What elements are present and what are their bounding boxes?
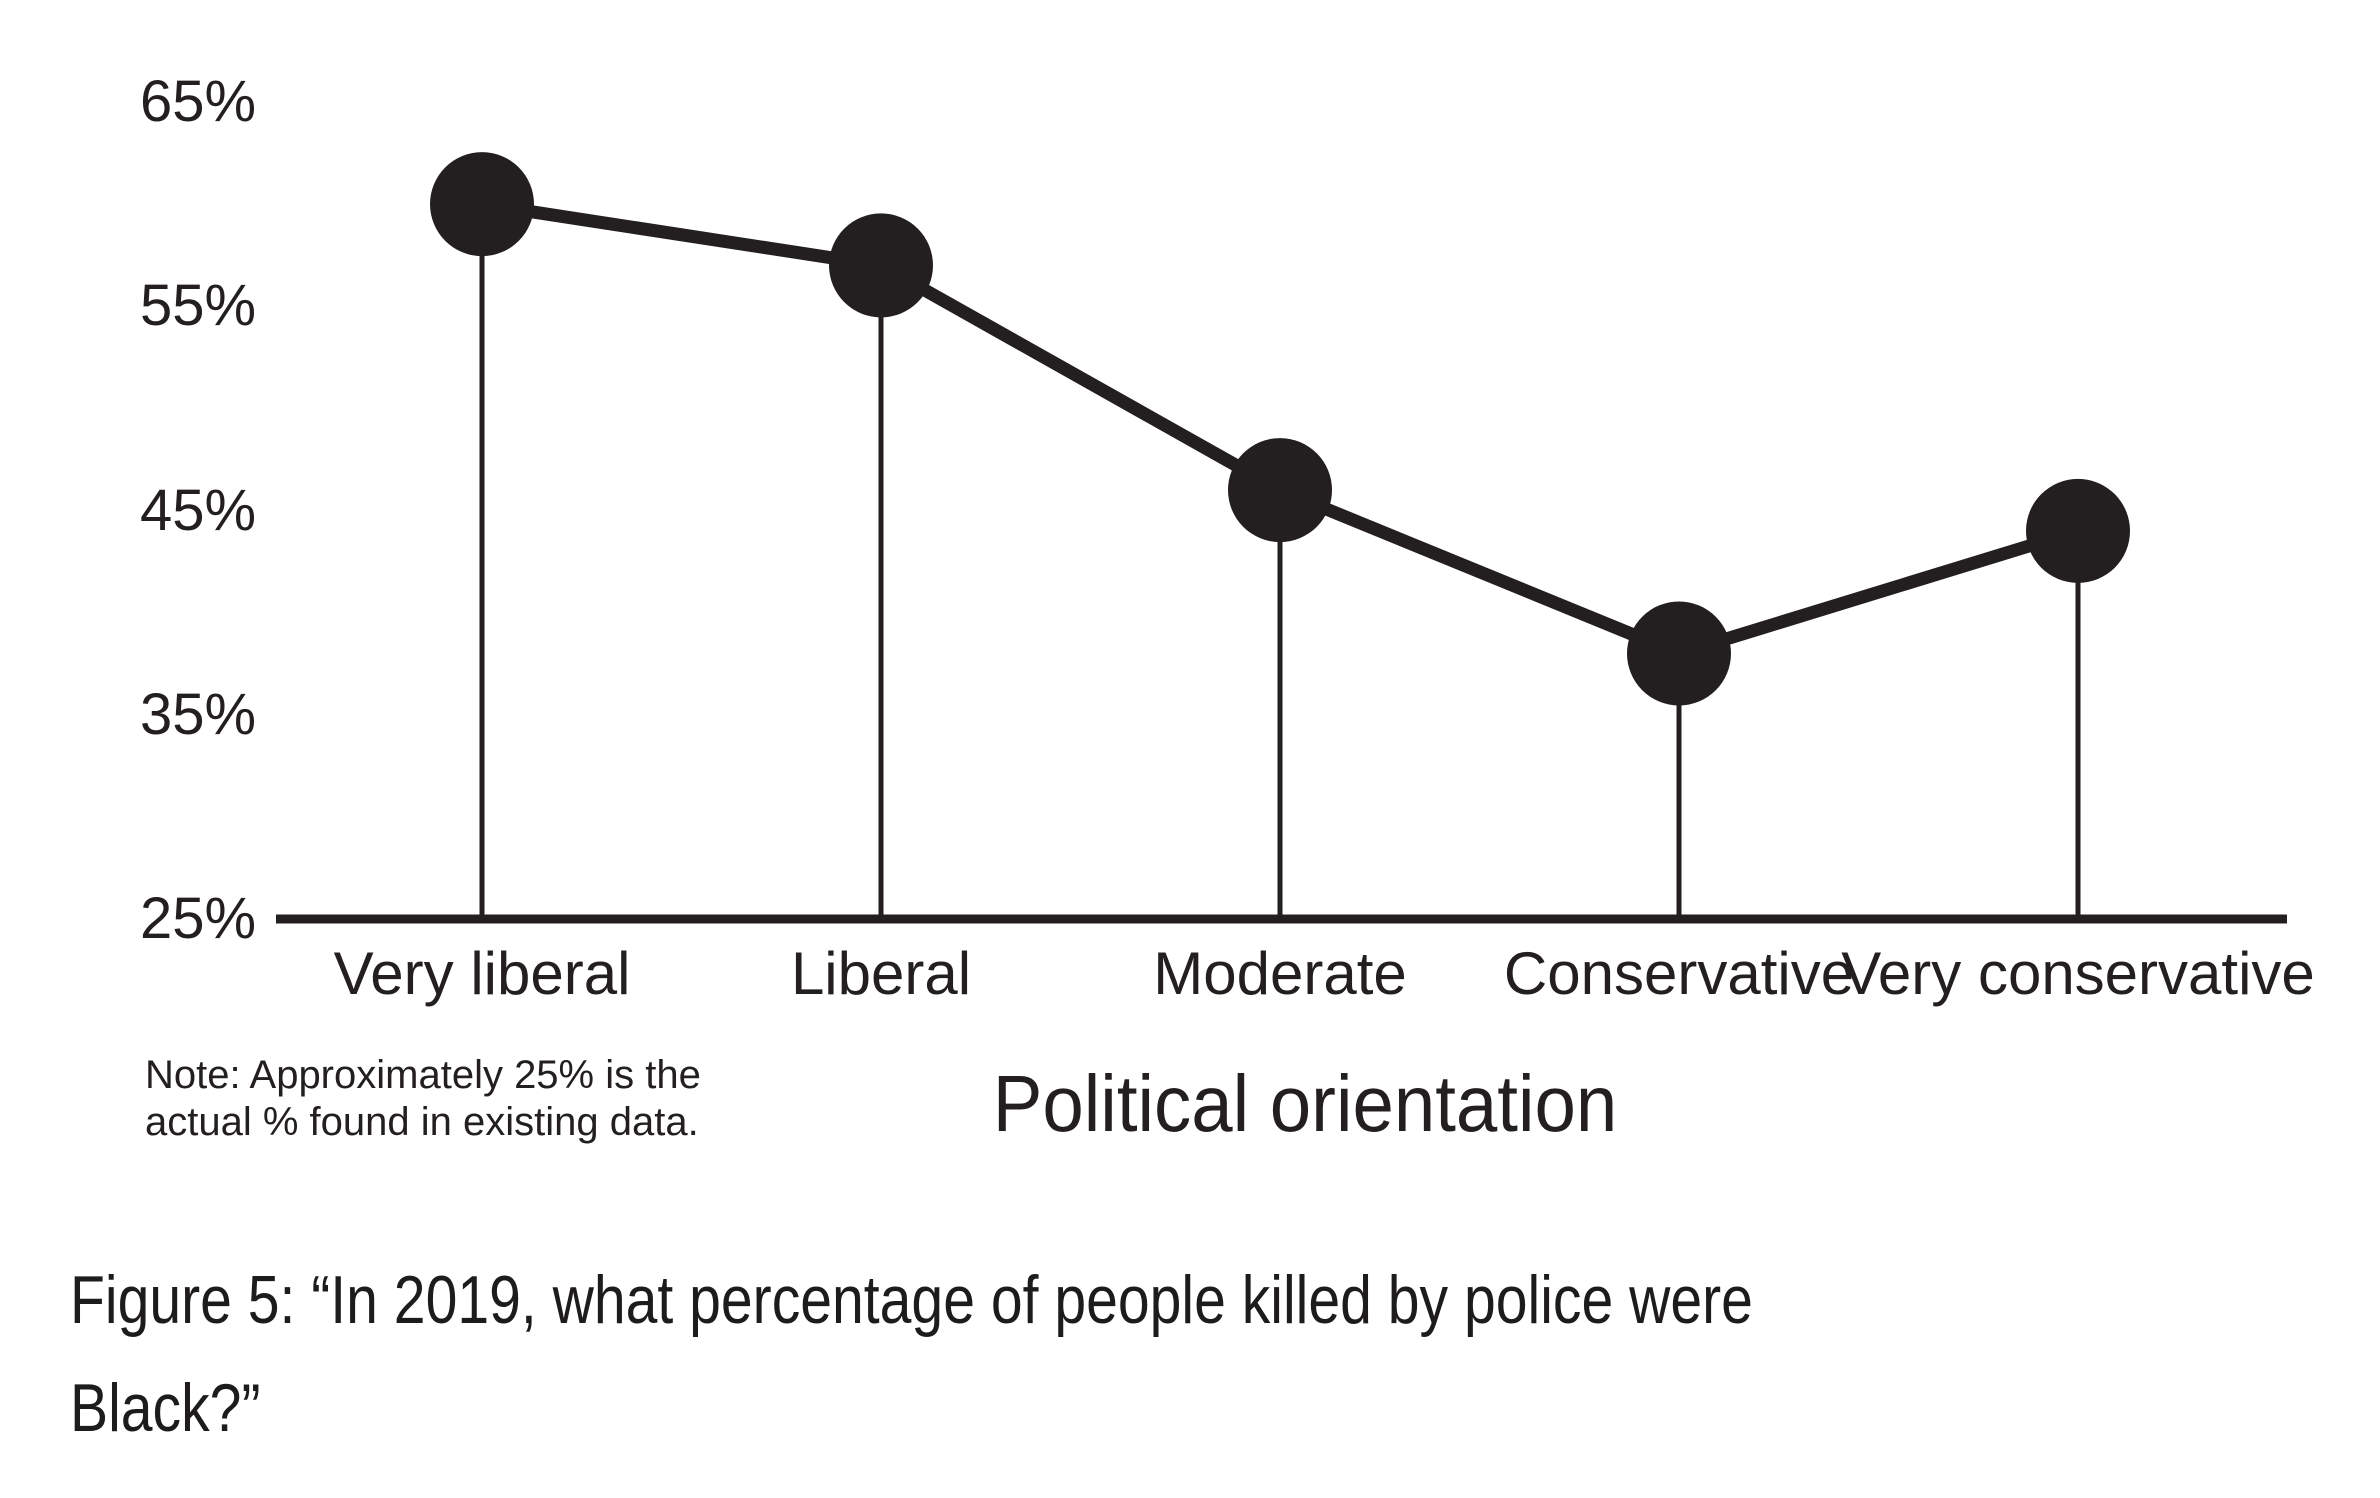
y-tick-label-25: 25% (140, 886, 257, 951)
y-tick-label-65: 65% (140, 69, 257, 134)
data-point-liberal (829, 213, 933, 318)
figure-caption-line2: Black?” (70, 1370, 261, 1446)
x-category-label-liberal: Liberal (790, 940, 972, 1007)
figure-caption-line1: Figure 5: “In 2019, what percentage of p… (70, 1262, 1753, 1338)
x-axis-title: Political orientation (992, 1059, 1618, 1148)
chart-note-line1: Note: Approximately 25% is the (145, 1053, 701, 1097)
data-point-moderate (1228, 438, 1332, 543)
y-tick-label-45: 45% (140, 477, 257, 543)
data-point-very-conservative (2026, 478, 2130, 583)
x-category-label-moderate: Moderate (1153, 940, 1407, 1007)
figure-caption: Figure 5: “In 2019, what percentage of p… (70, 1246, 1753, 1462)
y-tick-label-35: 35% (140, 681, 257, 747)
data-point-conservative (1627, 601, 1731, 706)
chart-note: Note: Approximately 25% is the actual % … (145, 1052, 701, 1146)
data-point-very-liberal (430, 152, 534, 257)
x-category-label-conservative: Conservative (1503, 940, 1855, 1007)
x-category-label-very-conservative: Very conservative (1841, 940, 2315, 1007)
chart-note-line2: actual % found in existing data. (145, 1100, 699, 1144)
y-tick-label-55: 55% (140, 273, 257, 339)
x-category-label-very-liberal: Very liberal (333, 940, 631, 1007)
